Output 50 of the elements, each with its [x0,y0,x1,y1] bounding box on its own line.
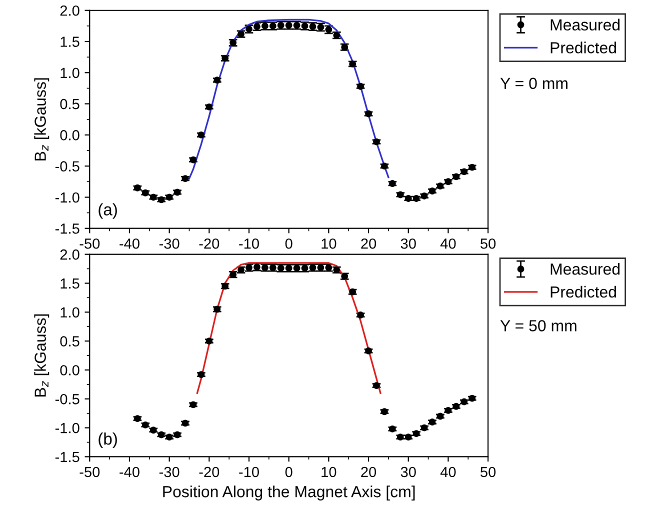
y-tick-label: 2.0 [60,5,80,16]
y-tick-label: 0.5 [60,98,80,110]
x-tick-label: -30 [159,238,180,249]
x-tick-label: -40 [120,466,140,478]
y-tick-label: 2.0 [60,249,80,260]
x-tick-label: 10 [322,466,336,478]
x-tick-label: 20 [361,466,376,478]
x-tick-label: 30 [400,466,416,478]
text: Y = 0 mm [500,78,568,90]
y-tick-label: -1.5 [55,452,80,462]
legend-label: Measured [550,18,620,31]
x-tick-label: 50 [480,238,496,249]
y-tick-label: 1.5 [60,36,80,47]
y-axis-title: B$_{z}$ [kGauss] [34,314,50,397]
x-tick-label: -30 [159,466,180,478]
legend-label: Predicted [550,42,616,54]
y-tick-label: 0.0 [60,130,80,140]
x-axis-title: Position Along the Magnet Axis [cm] [163,486,415,500]
y-tick-label: -1.0 [55,192,80,203]
x-tick-label: 20 [361,238,376,249]
line-series [196,262,382,394]
y-tick-label: -0.5 [55,161,80,172]
y-tick-label: -0.5 [55,394,80,404]
legend-label: Measured [550,263,620,275]
y-tick-label: 1.0 [60,68,80,78]
y-tick-label: 0.5 [60,336,80,346]
y-tick-label: 1.5 [60,278,80,289]
y-axis-title: B$_{z}$ [kGauss] [34,78,50,160]
x-tick-label: 40 [440,466,456,478]
y-tick-label: 1.0 [60,307,80,318]
x-tick-label: 30 [400,238,416,249]
x-tick-label: -50 [80,238,100,249]
annotation: (b) [98,432,117,448]
x-tick-label: -10 [239,466,259,478]
legend-label: Predicted [550,286,616,298]
y-tick-label: -1.5 [55,224,80,234]
x-tick-label: 50 [480,466,496,478]
x-tick-label: -50 [80,466,100,478]
y-tick-label: 0.0 [60,365,80,376]
x-tick-label: -20 [199,238,220,249]
annotation: (a) [98,203,117,219]
x-tick-label: -20 [199,466,220,478]
y-tick-label: -1.0 [55,422,80,434]
x-tick-label: 10 [322,238,336,249]
text: Y = 50 mm [500,320,576,332]
x-tick-label: 0 [285,238,292,249]
x-tick-label: 40 [440,238,456,249]
x-tick-label: -40 [120,238,140,249]
x-tick-label: 0 [285,466,292,478]
x-tick-label: -10 [239,238,259,249]
